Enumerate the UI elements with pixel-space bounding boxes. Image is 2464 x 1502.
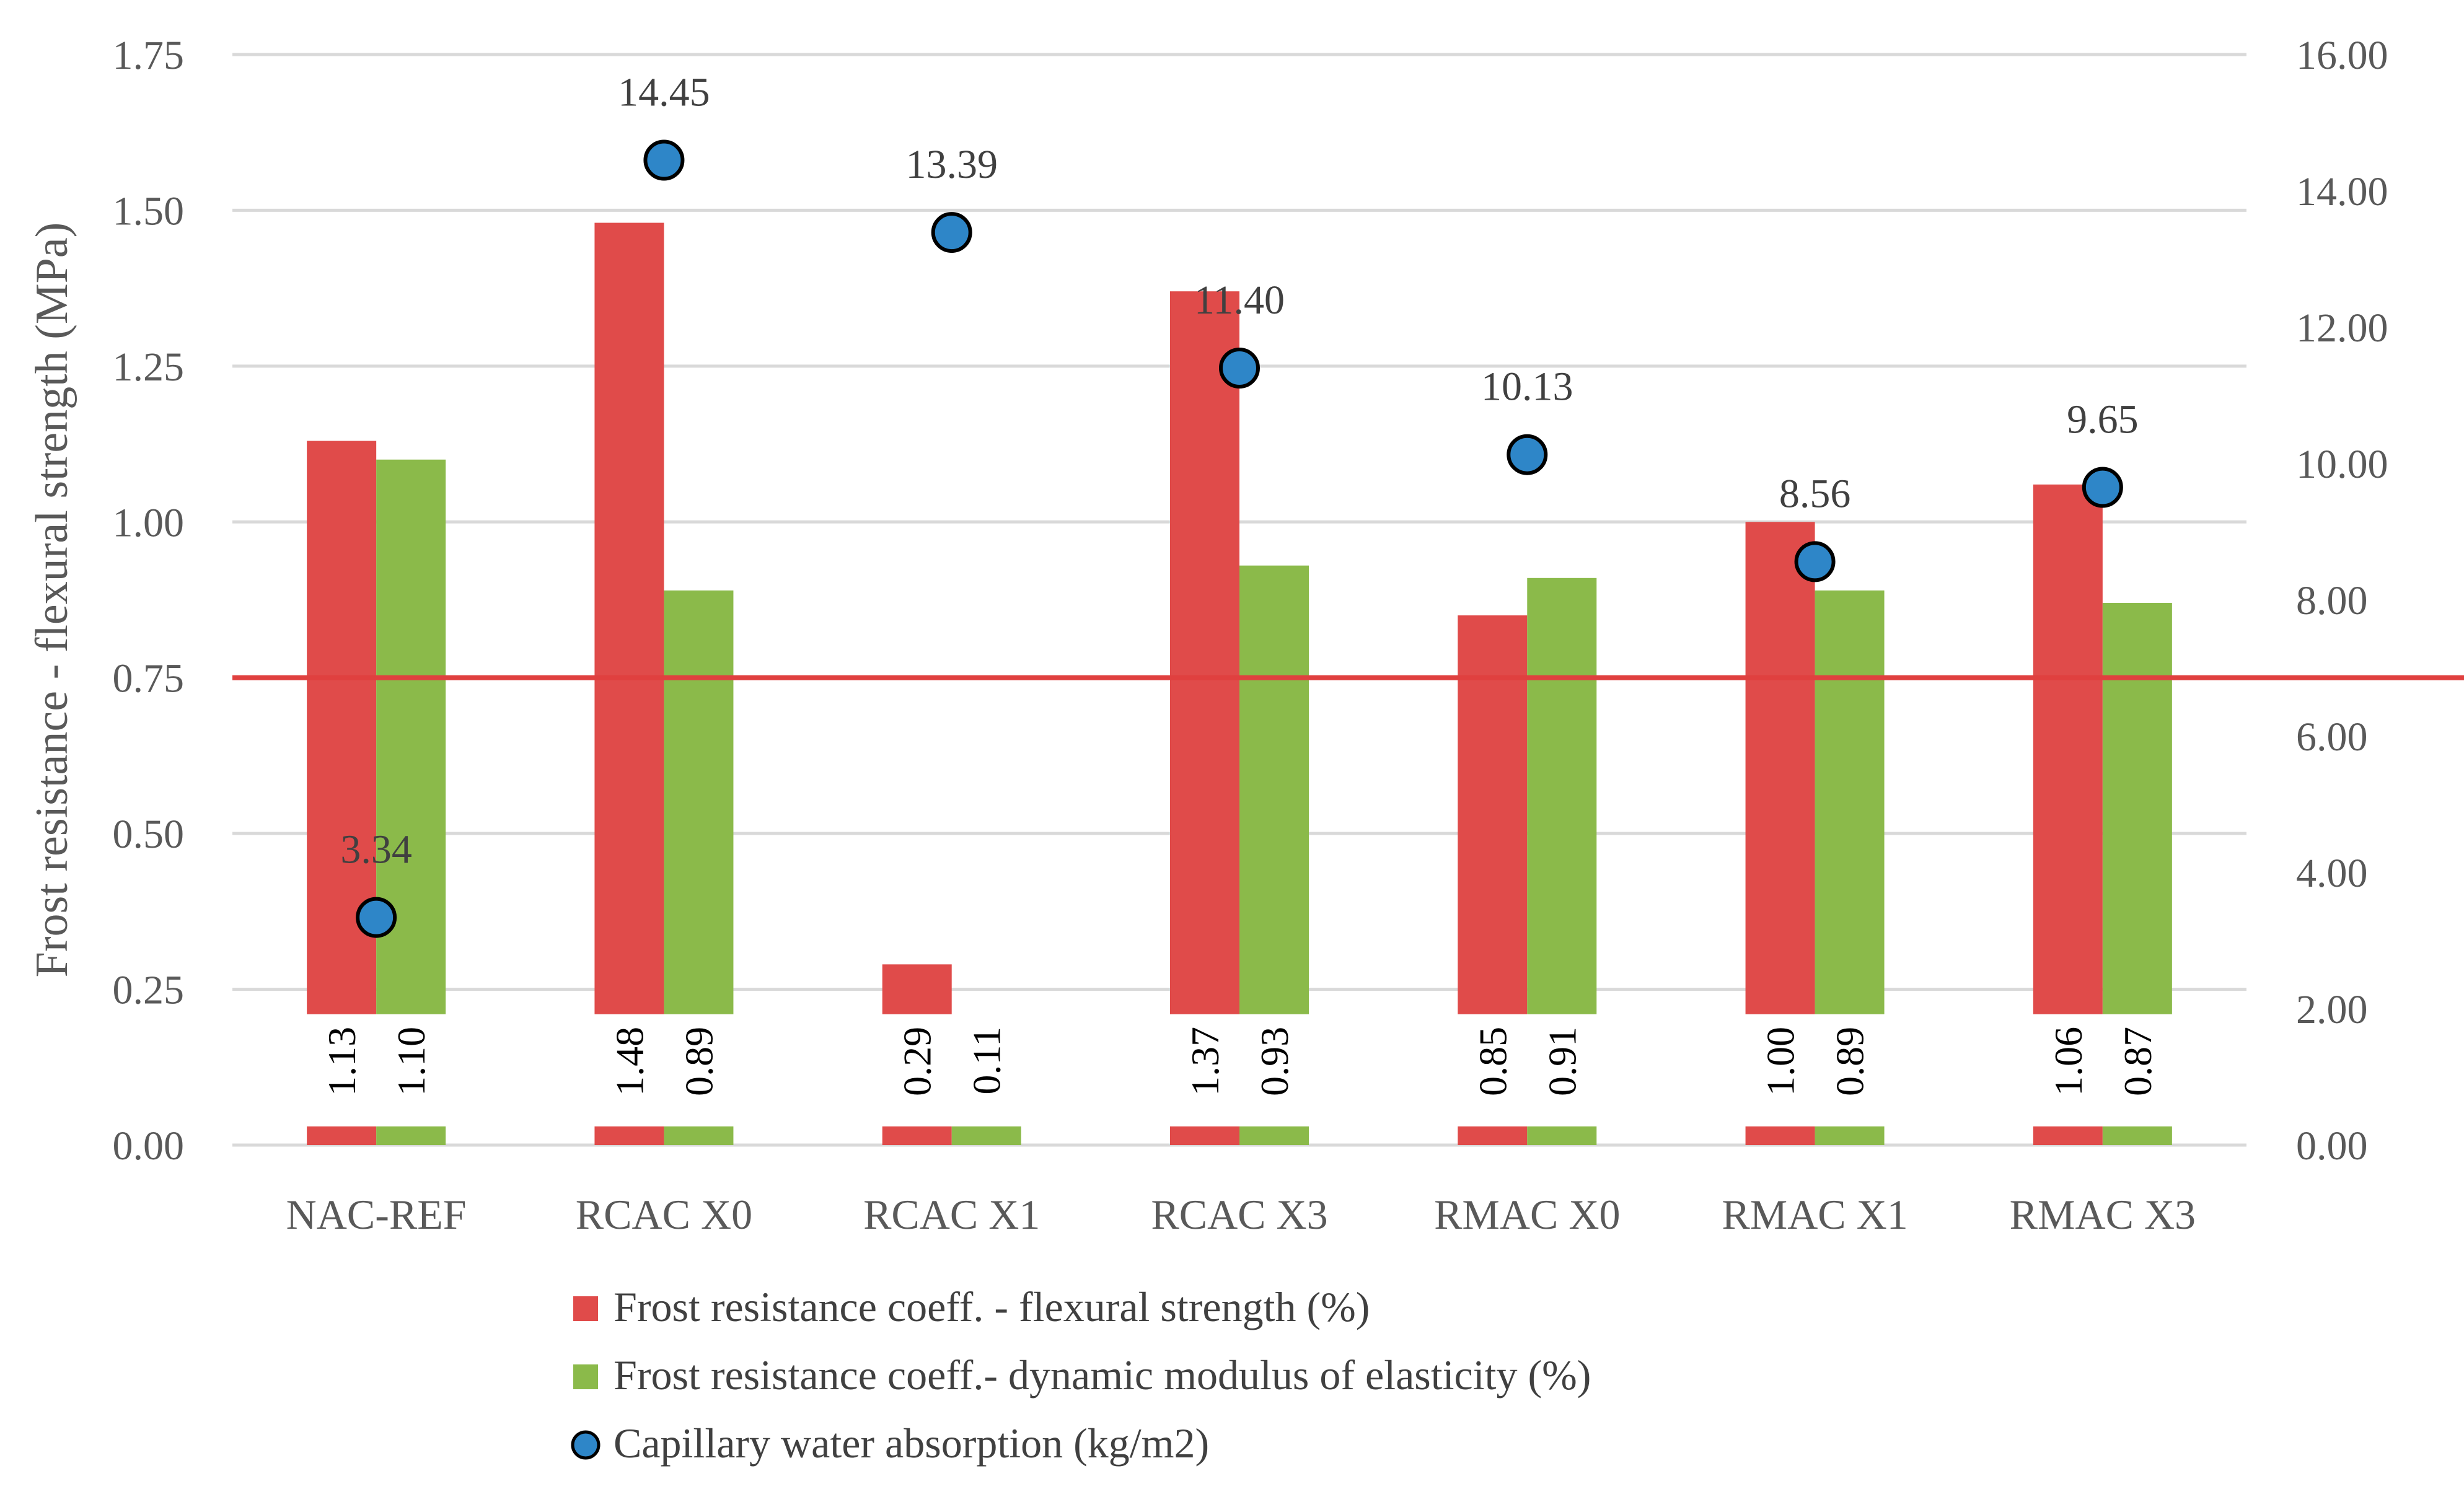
y2-tick-1: 2.00 — [2296, 987, 2368, 1032]
absorption-label-4: 10.13 — [1481, 364, 1573, 410]
absorption-label-0: 3.34 — [340, 827, 412, 872]
bar-label-modulus-4: 0.91 — [1540, 1027, 1584, 1096]
legend-label-2: Capillary water absorption (kg/m2) — [614, 1420, 1209, 1467]
label-band — [226, 1014, 2253, 1126]
absorption-point-2 — [931, 212, 972, 253]
bar-label-flexural-4: 0.85 — [1471, 1027, 1515, 1096]
bar-labels: 1.13 1.48 0.29 1.37 0.85 1.00 1.06 1.10 0.89 0.11… — [320, 1027, 2160, 1096]
absorption-point-5 — [1794, 541, 1836, 582]
y2-tick-6: 12.00 — [2296, 305, 2388, 351]
y-tick-6: 1.50 — [113, 188, 185, 234]
bar-label-flexural-3: 1.37 — [1183, 1027, 1227, 1096]
absorption-point-1 — [643, 139, 685, 181]
bar-label-band — [226, 1014, 2253, 1126]
y-tick-1: 0.25 — [113, 968, 185, 1013]
y2-tick-3: 6.00 — [2296, 714, 2368, 760]
category-label-6: RMAC X3 — [2010, 1191, 2196, 1238]
absorption-point-6 — [2082, 467, 2123, 508]
y2-tick-7: 14.00 — [2296, 169, 2388, 214]
y-tick-2: 0.50 — [113, 812, 185, 857]
legend-swatch-2 — [571, 1430, 601, 1460]
y-tick-0: 0.00 — [113, 1123, 185, 1169]
y2-tick-8: 16.00 — [2296, 33, 2388, 78]
legend-label-0: Frost resistance coeff. - flexural stren… — [614, 1283, 1370, 1330]
bar-flexural-1 — [594, 222, 664, 1145]
y-axis-title: Frost resistance - flexural strength (MP… — [27, 222, 77, 978]
category-label-3: RCAC X3 — [1151, 1191, 1327, 1238]
y2-tick-5: 10.00 — [2296, 442, 2388, 487]
absorption-point-0 — [356, 897, 397, 938]
y2-tick-4: 8.00 — [2296, 578, 2368, 623]
bar-label-flexural-2: 0.29 — [895, 1027, 939, 1096]
absorption-point-4 — [1507, 434, 1548, 475]
bar-label-flexural-0: 1.13 — [320, 1027, 364, 1096]
y-tick-5: 1.25 — [113, 345, 185, 390]
bar-label-modulus-5: 0.89 — [1828, 1027, 1872, 1096]
category-label-4: RMAC X0 — [1434, 1191, 1620, 1238]
y-tick-7: 1.75 — [113, 33, 185, 78]
absorption-label-1: 14.45 — [618, 70, 710, 115]
category-label-5: RMAC X1 — [1722, 1191, 1907, 1238]
y2-tick-0: 0.00 — [2296, 1123, 2368, 1169]
absorption-label-2: 13.39 — [905, 142, 998, 187]
absorption-label-6: 9.65 — [2067, 397, 2139, 442]
right-axis-ticks: 0.00 2.00 4.00 6.00 8.00 10.00 12.00 14.00 16.00 — [2296, 33, 2388, 1169]
scatter-points — [356, 139, 2123, 938]
legend-swatch-0 — [573, 1296, 598, 1321]
bar-label-modulus-2: 0.11 — [965, 1027, 1009, 1095]
bar-label-modulus-6: 0.87 — [2116, 1027, 2160, 1096]
y-tick-3: 0.75 — [113, 656, 185, 701]
scatter-labels: 3.34 14.45 13.39 11.40 10.13 8.56 9.65 — [340, 70, 2138, 872]
category-labels: NAC-REF RCAC X0 RCAC X1 RCAC X3 RMAC X0 RMAC … — [286, 1191, 2196, 1238]
category-label-0: NAC-REF — [286, 1191, 467, 1238]
absorption-label-5: 8.56 — [1779, 471, 1851, 516]
bar-flexural-3 — [1170, 291, 1239, 1146]
y2-tick-2: 4.00 — [2296, 851, 2368, 896]
legend: Frost resistance coeff. - flexural stren… — [571, 1283, 1591, 1467]
bar-label-modulus-3: 0.93 — [1252, 1027, 1296, 1096]
bar-label-flexural-5: 1.00 — [1759, 1027, 1803, 1096]
bar-label-modulus-1: 0.89 — [677, 1027, 721, 1096]
bar-label-flexural-1: 1.48 — [607, 1027, 651, 1096]
category-label-1: RCAC X0 — [576, 1191, 752, 1238]
legend-label-1: Frost resistance coeff.- dynamic modulus… — [614, 1351, 1591, 1399]
absorption-label-3: 11.40 — [1194, 278, 1285, 323]
category-label-2: RCAC X1 — [863, 1191, 1040, 1238]
bar-label-modulus-0: 1.10 — [389, 1027, 433, 1096]
left-axis-ticks: 0.00 0.25 0.50 0.75 1.00 1.25 1.50 1.75 — [113, 33, 185, 1169]
legend-swatch-1 — [573, 1364, 598, 1389]
y-tick-4: 1.00 — [113, 500, 185, 545]
absorption-point-3 — [1219, 348, 1260, 389]
bar-label-flexural-6: 1.06 — [2046, 1027, 2090, 1096]
